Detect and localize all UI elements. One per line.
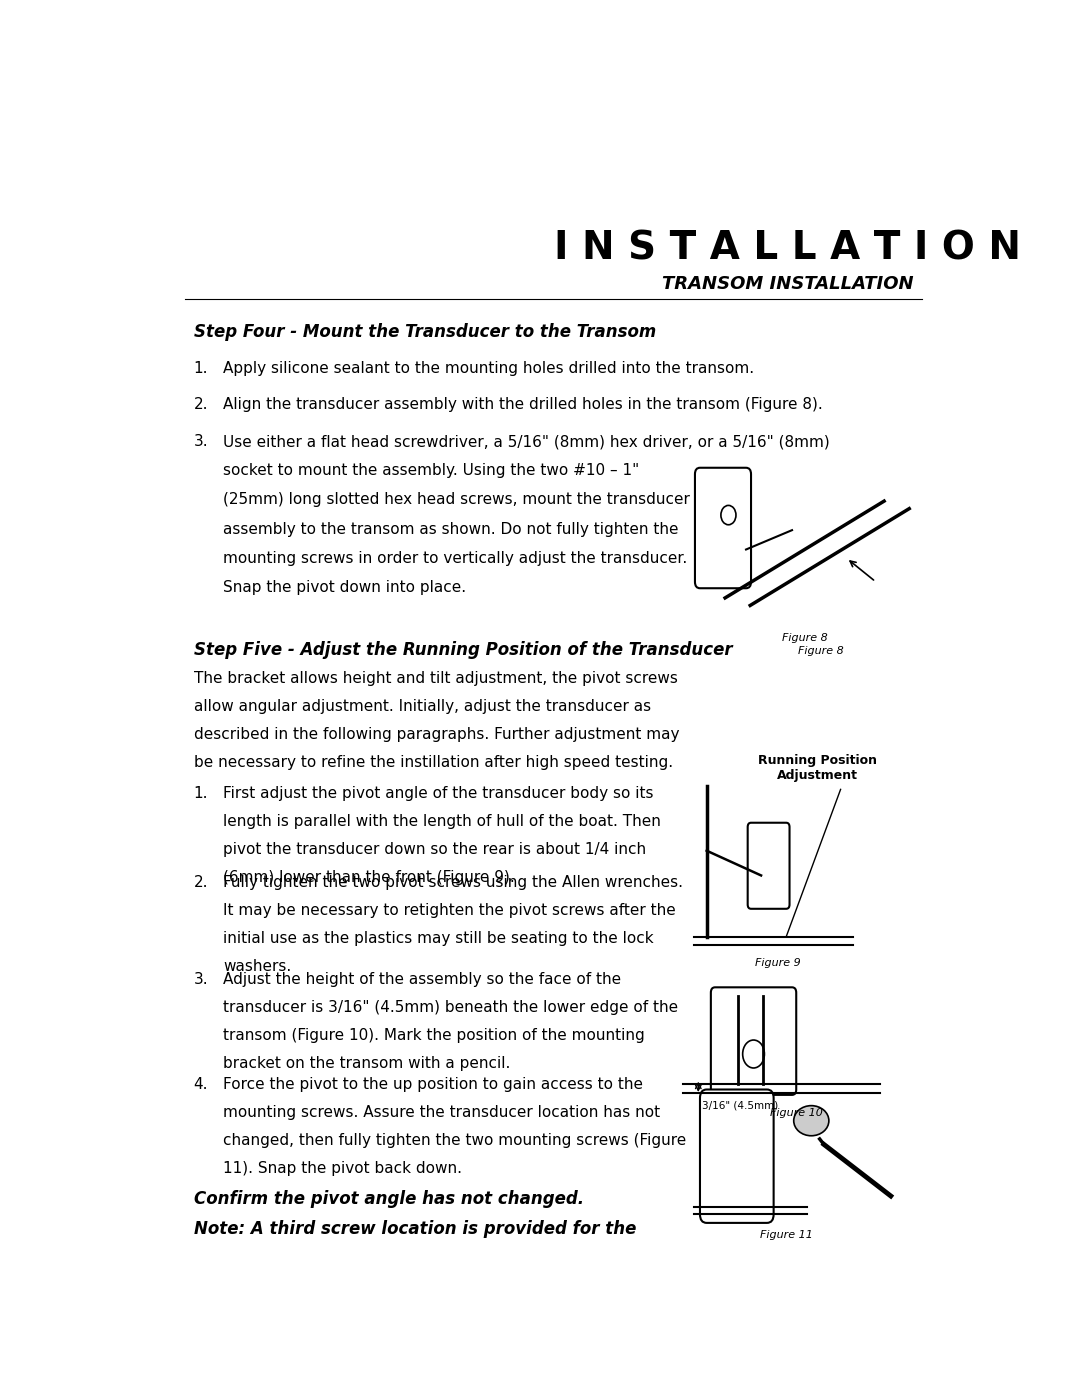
- Text: initial use as the plastics may still be seating to the lock: initial use as the plastics may still be…: [222, 932, 653, 946]
- Text: pivot the transducer down so the rear is about 1/4 inch: pivot the transducer down so the rear is…: [222, 842, 646, 858]
- Text: Step Five - Adjust the Running Position of the Transducer: Step Five - Adjust the Running Position …: [193, 641, 732, 659]
- Text: First adjust the pivot angle of the transducer body so its: First adjust the pivot angle of the tran…: [222, 787, 653, 800]
- Text: length is parallel with the length of hull of the boat. Then: length is parallel with the length of hu…: [222, 814, 661, 830]
- Text: 3/16" (4.5mm): 3/16" (4.5mm): [702, 1101, 778, 1111]
- Text: Figure 8: Figure 8: [798, 647, 845, 657]
- Text: 4.: 4.: [193, 1077, 208, 1091]
- Text: mounting screws in order to vertically adjust the transducer.: mounting screws in order to vertically a…: [222, 550, 687, 566]
- Text: described in the following paragraphs. Further adjustment may: described in the following paragraphs. F…: [193, 726, 679, 742]
- Text: It may be necessary to retighten the pivot screws after the: It may be necessary to retighten the piv…: [222, 904, 676, 918]
- Text: 1.: 1.: [193, 787, 208, 800]
- Text: socket to mount the assembly. Using the two #10 – 1": socket to mount the assembly. Using the …: [222, 464, 639, 478]
- Text: Step Four - Mount the Transducer to the Transom: Step Four - Mount the Transducer to the …: [193, 323, 656, 341]
- Text: transom (Figure 10). Mark the position of the mounting: transom (Figure 10). Mark the position o…: [222, 1028, 645, 1044]
- Text: be necessary to refine the instillation after high speed testing.: be necessary to refine the instillation …: [193, 754, 673, 770]
- Text: Figure 10: Figure 10: [770, 1108, 823, 1118]
- Text: Adjust the height of the assembly so the face of the: Adjust the height of the assembly so the…: [222, 972, 621, 988]
- FancyBboxPatch shape: [694, 468, 751, 588]
- Text: The bracket allows height and tilt adjustment, the pivot screws: The bracket allows height and tilt adjus…: [193, 671, 677, 686]
- Text: 11). Snap the pivot back down.: 11). Snap the pivot back down.: [222, 1161, 462, 1175]
- Text: washers.: washers.: [222, 960, 292, 974]
- Text: Figure 11: Figure 11: [759, 1231, 812, 1241]
- Text: 3.: 3.: [193, 434, 208, 450]
- Text: mounting screws. Assure the transducer location has not: mounting screws. Assure the transducer l…: [222, 1105, 660, 1119]
- Text: (6mm) lower than the front (Figure 9).: (6mm) lower than the front (Figure 9).: [222, 870, 515, 886]
- Text: bracket on the transom with a pencil.: bracket on the transom with a pencil.: [222, 1056, 510, 1071]
- Text: transducer is 3/16" (4.5mm) beneath the lower edge of the: transducer is 3/16" (4.5mm) beneath the …: [222, 1000, 678, 1016]
- Text: Confirm the pivot angle has not changed.: Confirm the pivot angle has not changed.: [193, 1189, 583, 1207]
- Text: Note: A third screw location is provided for the: Note: A third screw location is provided…: [193, 1220, 636, 1238]
- Text: changed, then fully tighten the two mounting screws (Figure: changed, then fully tighten the two moun…: [222, 1133, 686, 1147]
- Text: Apply silicone sealant to the mounting holes drilled into the transom.: Apply silicone sealant to the mounting h…: [222, 362, 754, 376]
- Text: Snap the pivot down into place.: Snap the pivot down into place.: [222, 580, 465, 595]
- Text: 2.: 2.: [193, 397, 208, 412]
- Text: Fully tighten the two pivot screws using the Allen wrenches.: Fully tighten the two pivot screws using…: [222, 876, 683, 890]
- Text: Running Position
Adjustment: Running Position Adjustment: [758, 754, 877, 782]
- Text: I N S T A L L A T I O N: I N S T A L L A T I O N: [554, 229, 1022, 267]
- Text: Figure 9: Figure 9: [755, 958, 800, 968]
- FancyBboxPatch shape: [747, 823, 789, 909]
- Ellipse shape: [794, 1105, 828, 1136]
- Text: Use either a flat head screwdriver, a 5/16" (8mm) hex driver, or a 5/16" (8mm): Use either a flat head screwdriver, a 5/…: [222, 434, 829, 450]
- Text: 1.: 1.: [193, 362, 208, 376]
- Text: (25mm) long slotted hex head screws, mount the transducer: (25mm) long slotted hex head screws, mou…: [222, 493, 690, 507]
- Text: TRANSOM INSTALLATION: TRANSOM INSTALLATION: [662, 275, 914, 293]
- Text: 2.: 2.: [193, 876, 208, 890]
- Text: Figure 8: Figure 8: [782, 633, 827, 644]
- Text: allow angular adjustment. Initially, adjust the transducer as: allow angular adjustment. Initially, adj…: [193, 698, 651, 714]
- Text: Align the transducer assembly with the drilled holes in the transom (Figure 8).: Align the transducer assembly with the d…: [222, 397, 823, 412]
- Text: 3.: 3.: [193, 972, 208, 988]
- Text: Force the pivot to the up position to gain access to the: Force the pivot to the up position to ga…: [222, 1077, 643, 1091]
- FancyBboxPatch shape: [711, 988, 796, 1095]
- FancyBboxPatch shape: [700, 1090, 773, 1222]
- Text: assembly to the transom as shown. Do not fully tighten the: assembly to the transom as shown. Do not…: [222, 521, 678, 536]
